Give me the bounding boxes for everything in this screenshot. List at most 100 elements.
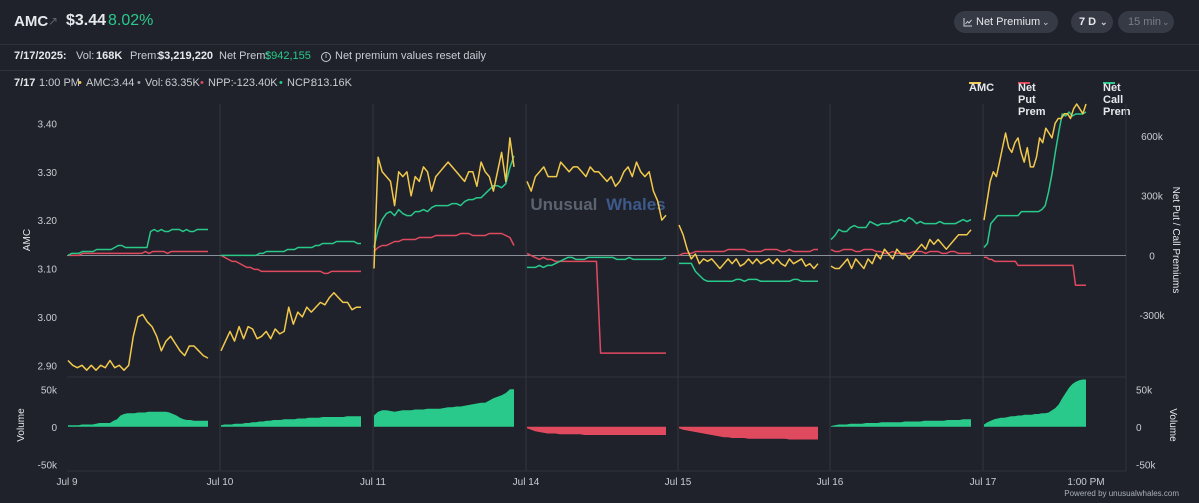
interval-label: 15 min xyxy=(1128,16,1162,28)
volume-axis-title: Volume xyxy=(16,408,27,442)
range-button[interactable]: 7 D ⌄ xyxy=(1071,11,1113,33)
stats-prem-label: Prem: xyxy=(130,50,160,62)
net-premium-button[interactable]: Net Premium ⌄ xyxy=(954,11,1058,33)
net-call-line-day-1 xyxy=(67,228,208,257)
price-change: 8.02% xyxy=(108,12,154,29)
stats-net-prem-value: $942,155 xyxy=(265,50,311,62)
left-tick-label: 3.00 xyxy=(38,313,58,324)
readout-npp-value: -123.40K xyxy=(233,77,278,89)
stats-vol-label: Vol: xyxy=(76,50,95,62)
info-icon[interactable]: i xyxy=(321,52,331,62)
net-call-line-day-2 xyxy=(221,240,361,257)
volume-area-day-3 xyxy=(374,389,514,427)
x-tick-label: Jul 15 xyxy=(665,477,692,488)
legend-swatch-amc xyxy=(969,82,981,84)
volume-tick-label-right: 0 xyxy=(1136,423,1142,434)
chevron-down-icon: ⌄ xyxy=(1042,17,1050,27)
amc-price-line-day-2 xyxy=(220,291,361,352)
readout-dot-amc: • xyxy=(78,77,82,89)
external-link-icon[interactable]: ↗ xyxy=(48,14,59,28)
volume-tick-label: 0 xyxy=(51,423,57,434)
legend-label-call: Net Call Prem xyxy=(1103,82,1131,118)
net-call-line-day-5 xyxy=(679,262,818,283)
net-put-line-day-7 xyxy=(984,256,1086,287)
readout-ncp-value: 813.16K xyxy=(311,77,352,89)
stats-note: Net premium values reset daily xyxy=(335,50,487,62)
net-premium-label: Net Premium xyxy=(976,16,1041,28)
net-call-line-day-6 xyxy=(830,216,972,241)
left-tick-label: 3.40 xyxy=(38,119,58,130)
readout-vol-label: Vol: xyxy=(145,77,164,89)
net-call-line-day-3 xyxy=(373,155,515,248)
volume-area-day-7 xyxy=(984,379,1086,427)
x-tick-label: Jul 11 xyxy=(360,477,386,488)
amc-price-line-day-6 xyxy=(830,229,972,270)
net-put-line-day-6 xyxy=(830,248,971,255)
current-price: $3.44 xyxy=(66,12,107,29)
net-put-line-day-3 xyxy=(373,232,515,253)
volume-tick-label-right: 50k xyxy=(1136,385,1153,396)
x-tick-label: 1:00 PM xyxy=(1067,477,1104,488)
volume-area-day-4 xyxy=(527,426,666,435)
left-tick-label: 3.10 xyxy=(38,265,58,276)
net-put-line-day-2 xyxy=(220,254,361,275)
stats-vol-value: 168K xyxy=(96,50,123,62)
net-call-line-day-4 xyxy=(527,256,667,269)
left-axis-title: AMC xyxy=(22,229,33,251)
amc-price-line-day-4 xyxy=(526,161,667,221)
readout-vol-value: 63.35K xyxy=(165,77,200,89)
amc-price-line-day-3 xyxy=(373,137,515,269)
right-axis-title: Net Put / Call Premiums xyxy=(1170,187,1181,294)
volume-area-day-5 xyxy=(679,426,818,440)
legend-swatch-call xyxy=(1103,82,1115,84)
right-tick-label: 300k xyxy=(1141,192,1164,203)
x-tick-label: Jul 16 xyxy=(817,477,844,488)
stats-prem-value: $3,219,220 xyxy=(158,50,214,62)
left-tick-label: 3.20 xyxy=(38,216,58,227)
readout-dot-vol: • xyxy=(137,77,141,89)
footer-credit: Powered by unusualwhales.com xyxy=(1064,489,1179,498)
volume-area-day-6 xyxy=(831,419,971,427)
volume-tick-label-right: -50k xyxy=(1136,460,1156,471)
chart-icon xyxy=(963,18,972,27)
x-tick-label: Jul 9 xyxy=(56,477,78,488)
right-tick-label: 0 xyxy=(1149,251,1155,262)
volume-axis-title-right: Volume xyxy=(1167,408,1178,442)
interval-button[interactable]: 15 min ⌄ xyxy=(1118,11,1174,33)
x-tick-label: Jul 10 xyxy=(207,477,234,488)
readout-date: 7/17 xyxy=(14,77,36,89)
amc-price-line-day-5 xyxy=(678,224,819,270)
readout-npp-label: NPP: xyxy=(208,77,234,89)
readout-amc-value: 3.44 xyxy=(113,77,135,89)
volume-tick-label: 50k xyxy=(41,385,58,396)
net-call-line-day-7 xyxy=(983,111,1087,248)
crosshair-readout: 7/17 1:00 PM • AMC: 3.44 • Vol: 63.35K •… xyxy=(0,72,1199,118)
volume-area-day-2 xyxy=(221,416,361,427)
ticker-symbol[interactable]: AMC xyxy=(14,13,49,30)
volume-tick-label: -50k xyxy=(38,460,58,471)
x-tick-label: Jul 17 xyxy=(970,477,997,488)
readout-time: 1:00 PM xyxy=(39,77,80,89)
header-bar: AMC ↗ $3.44 8.02% Net Premium ⌄ 7 D ⌄ 15… xyxy=(0,0,1199,45)
chevron-down-icon: ⌄ xyxy=(1100,17,1108,27)
left-tick-label: 3.30 xyxy=(38,168,58,179)
legend-swatch-put xyxy=(1018,82,1030,84)
x-tick-label: Jul 14 xyxy=(513,477,540,488)
chevron-down-icon: ⌄ xyxy=(1162,17,1170,27)
legend-label-amc: AMC xyxy=(969,82,995,94)
net-put-line-day-5 xyxy=(678,248,818,257)
right-tick-label: -300k xyxy=(1139,311,1165,322)
readout-dot-npp: • xyxy=(200,77,204,89)
net-put-line-day-4 xyxy=(526,252,666,354)
stats-bar: 7/17/2025: Vol: 168K Prem: $3,219,220 Ne… xyxy=(0,45,1199,71)
net-put-line-day-1 xyxy=(68,250,208,257)
readout-dot-ncp: • xyxy=(279,77,283,89)
amc-price-line-day-1 xyxy=(67,313,209,371)
legend-label-put: Net Put Prem xyxy=(1018,82,1046,118)
amc-price-line-day-7 xyxy=(983,103,1087,221)
left-tick-label: 2.90 xyxy=(38,361,58,372)
range-label: 7 D xyxy=(1079,16,1097,28)
readout-ncp-label: NCP: xyxy=(287,77,314,89)
stats-date: 7/17/2025: xyxy=(14,50,67,62)
right-tick-label: 600k xyxy=(1141,132,1164,143)
